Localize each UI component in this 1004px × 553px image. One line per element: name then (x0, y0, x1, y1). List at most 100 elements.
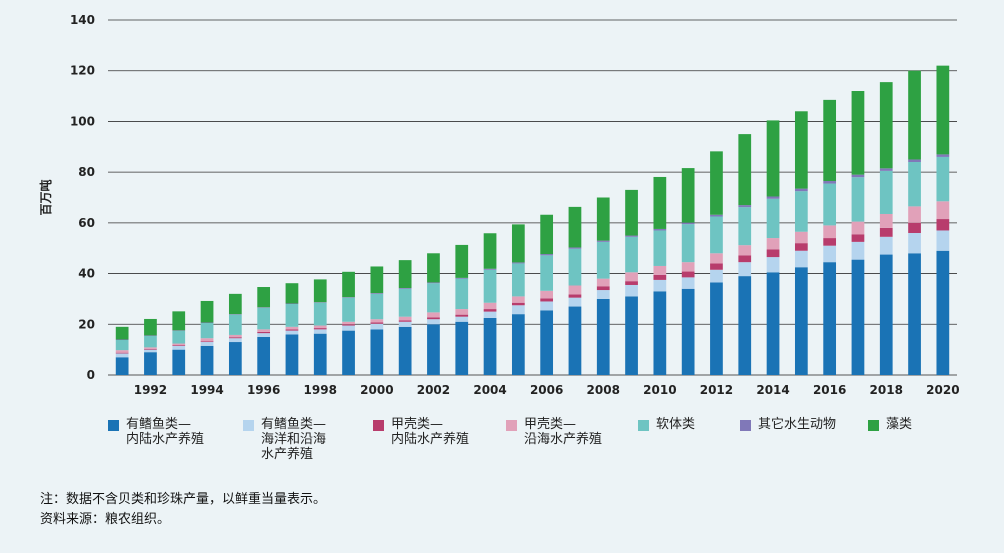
x-tick-label: 1996 (247, 383, 280, 397)
bar-segment (285, 303, 299, 304)
bar-segment (766, 238, 780, 250)
bar-segment (370, 329, 384, 375)
legend-swatch (740, 420, 751, 431)
bar-segment (794, 188, 808, 192)
bar-segment (625, 189, 638, 236)
bar-segment (483, 269, 497, 303)
bar-segment (568, 297, 582, 307)
bar-segment (596, 240, 610, 242)
source-line: 资料来源：粮农组织。 (40, 512, 171, 527)
bar-segment (398, 320, 412, 322)
bar-segment (794, 250, 808, 268)
bar-segment (172, 330, 186, 331)
bar-segment (228, 314, 242, 315)
bar-segment (908, 233, 921, 254)
bar-segment (794, 243, 808, 251)
bar-segment (738, 205, 752, 208)
legend-label: 甲壳类— 沿海水产养殖 (524, 417, 603, 447)
bar-segment (313, 325, 327, 329)
bar-segment (285, 330, 299, 335)
bar-segment (172, 330, 186, 344)
bar-segment (766, 257, 780, 273)
bar-segment (540, 214, 554, 255)
y-tick-label: 80 (78, 165, 95, 179)
bar-segment (738, 245, 752, 256)
bar-segment (144, 347, 157, 349)
bar-segment (144, 348, 157, 350)
x-tick-label: 2020 (926, 383, 959, 397)
bar-segment (653, 230, 667, 266)
bar-segment (596, 278, 610, 287)
bar-segment (568, 285, 582, 295)
bar-segment (738, 262, 752, 277)
bar-segment (455, 314, 469, 317)
legend-label: 其它水生动物 (758, 417, 837, 432)
legend-swatch (868, 420, 879, 431)
bar-segment (144, 349, 157, 353)
bar-segment (228, 334, 242, 338)
bar-segment (398, 288, 412, 289)
footnotes: 注：数据不含贝类和珍珠产量，以鲜重当量表示。 资料来源：粮农组织。 (40, 490, 326, 530)
bar-segment (908, 159, 921, 162)
bar-segment (653, 228, 667, 231)
bar-segment (681, 271, 695, 278)
bar-segment (228, 293, 242, 315)
bar-segment (908, 162, 921, 207)
bar-segment (653, 176, 667, 229)
bar-segment (653, 279, 667, 292)
bar-segment (710, 269, 723, 283)
x-tick-label: 2004 (473, 383, 506, 397)
bar-segment (257, 333, 271, 337)
bar-segment (257, 336, 271, 375)
bar-segment (596, 286, 610, 291)
legend-label: 软体类 (656, 417, 696, 432)
bar-segment (568, 306, 582, 375)
bar-segment (851, 221, 865, 235)
bar-segment (738, 134, 752, 206)
bar-segment (200, 338, 214, 342)
bar-segment (455, 309, 469, 315)
y-tick-label: 60 (78, 216, 95, 230)
legend-label: 有鳍鱼类— 海洋和沿海 水产养殖 (261, 417, 327, 462)
bar-segment (681, 262, 695, 272)
bar-segment (115, 357, 129, 375)
bar-segment (370, 266, 384, 294)
bar-segment (710, 216, 723, 254)
bar-segment (625, 236, 638, 273)
bar-segment (710, 151, 723, 215)
bar-segment (313, 333, 327, 375)
bar-segment (936, 219, 950, 231)
bar-segment (511, 263, 525, 297)
bar-segment (681, 288, 695, 375)
bar-segment (936, 156, 950, 202)
bar-segment (710, 282, 723, 375)
bar-segment (313, 329, 327, 334)
bar-segment (313, 302, 327, 303)
bar-segment (766, 272, 780, 375)
bar-segment (285, 304, 299, 327)
bar-segment (172, 343, 186, 346)
bar-segment (653, 274, 667, 280)
bar-segment (200, 300, 214, 323)
bar-segment (596, 241, 610, 279)
legend: 有鳍鱼类— 内陆水产养殖 有鳍鱼类— 海洋和沿海 水产养殖 甲壳类— 内陆水产养… (108, 417, 988, 469)
bar-segment (398, 321, 412, 327)
bar-segment (540, 290, 554, 299)
bar-segment (766, 120, 780, 197)
bar-segment (879, 213, 893, 228)
bar-segment (625, 281, 638, 285)
bar-segment (936, 230, 950, 251)
bar-segment (172, 345, 186, 350)
bar-segment (483, 311, 497, 318)
bar-segment (908, 222, 921, 233)
bar-segment (144, 352, 157, 375)
bar-segment (540, 301, 554, 311)
bar-segment (370, 293, 384, 294)
bar-segment (681, 224, 695, 263)
x-tick-label: 1998 (304, 383, 337, 397)
bar-segment (738, 207, 752, 246)
bar-segment (879, 168, 893, 171)
bar-segment (540, 254, 554, 256)
bar-segment (766, 196, 780, 199)
bar-segment (144, 335, 157, 348)
